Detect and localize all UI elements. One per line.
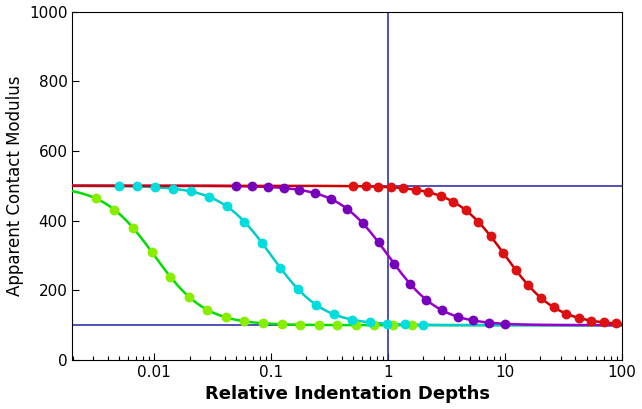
Point — [586, 317, 596, 324]
Point — [358, 220, 368, 227]
Point — [436, 193, 446, 199]
Point — [326, 196, 336, 202]
Point — [423, 189, 433, 196]
Point — [573, 315, 584, 321]
Point — [351, 322, 361, 328]
Point — [486, 233, 496, 240]
Point — [369, 322, 379, 328]
Point — [398, 185, 408, 191]
Point — [109, 207, 119, 213]
Point — [348, 183, 358, 189]
Point — [388, 322, 398, 328]
Point — [295, 321, 305, 328]
Point — [421, 296, 431, 303]
Point — [342, 205, 352, 212]
Point — [453, 313, 463, 320]
Point — [523, 282, 534, 289]
Point — [279, 185, 289, 191]
Point — [386, 184, 396, 191]
Point — [150, 184, 160, 191]
Point — [231, 183, 241, 189]
Point — [561, 310, 571, 317]
Point — [186, 188, 196, 195]
Point — [204, 193, 214, 200]
Point — [311, 301, 321, 308]
Point — [473, 218, 483, 225]
Point — [611, 320, 621, 327]
Point — [548, 304, 559, 310]
Point — [263, 184, 273, 190]
Point — [536, 294, 546, 301]
Point — [239, 318, 250, 325]
Point — [91, 195, 101, 202]
Point — [294, 187, 304, 193]
Point — [310, 190, 320, 197]
Point — [247, 183, 257, 190]
Point — [406, 322, 417, 328]
Point — [128, 225, 138, 231]
Point — [293, 286, 303, 292]
Point — [373, 184, 383, 190]
Point — [184, 293, 194, 300]
Point — [202, 306, 213, 313]
Point — [500, 321, 510, 327]
Point — [221, 314, 231, 321]
Point — [275, 264, 285, 271]
Point — [165, 273, 175, 280]
Point — [598, 319, 609, 326]
Point — [168, 185, 178, 192]
Point — [114, 183, 125, 189]
Point — [257, 240, 268, 247]
Point — [221, 203, 232, 209]
Point — [418, 321, 428, 328]
Point — [461, 207, 471, 213]
Point — [277, 321, 287, 328]
Point — [498, 250, 508, 256]
Point — [448, 198, 458, 205]
Point — [313, 322, 324, 328]
Point — [389, 261, 399, 267]
Point — [374, 239, 384, 246]
Point — [365, 319, 375, 326]
Point — [468, 317, 478, 324]
Point — [411, 187, 421, 193]
Point — [511, 267, 521, 274]
Point — [360, 183, 370, 190]
Y-axis label: Apparent Contact Modulus: Apparent Contact Modulus — [6, 76, 24, 296]
Point — [484, 319, 494, 326]
Point — [405, 281, 415, 287]
Point — [383, 321, 393, 327]
Point — [258, 320, 268, 326]
Point — [146, 248, 157, 255]
Point — [329, 311, 339, 317]
Point — [332, 322, 342, 328]
Point — [437, 307, 447, 313]
X-axis label: Relative Indentation Depths: Relative Indentation Depths — [205, 385, 490, 403]
Point — [239, 218, 250, 225]
Point — [400, 321, 410, 328]
Point — [132, 183, 143, 190]
Point — [347, 316, 357, 323]
